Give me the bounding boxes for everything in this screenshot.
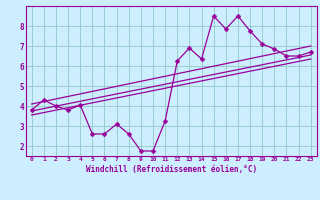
X-axis label: Windchill (Refroidissement éolien,°C): Windchill (Refroidissement éolien,°C) bbox=[86, 165, 257, 174]
